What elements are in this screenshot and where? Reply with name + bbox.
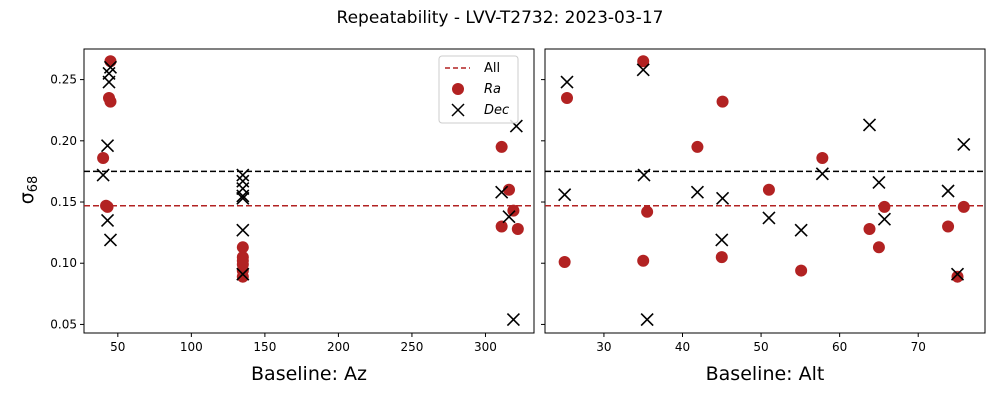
legend-ra-label: Ra: [484, 82, 501, 97]
legend-dec-label: Dec: [484, 103, 509, 118]
point-ra-alt-12: [872, 241, 885, 254]
x-tick-label-alt-3: 60: [832, 340, 847, 354]
point-dec-az-15: [495, 185, 509, 199]
point-dec-az-13: [236, 267, 250, 281]
y-tick-label-az-0: 0.05: [50, 317, 77, 331]
point-dec-alt-15: [950, 267, 965, 281]
y-tick-label-az-2: 0.15: [50, 195, 77, 209]
point-ra-alt-8: [762, 183, 775, 196]
point-dec-az-6: [103, 233, 118, 247]
point-ra-alt-14: [942, 220, 955, 233]
point-ra-az-15: [495, 220, 508, 233]
x-tick-label-az-3: 200: [327, 340, 350, 354]
point-ra-alt-10: [816, 151, 829, 164]
point-dec-alt-7: [715, 233, 729, 247]
point-dec-alt-3: [637, 168, 651, 182]
point-dec-az-7: [236, 168, 250, 182]
legend-all-label: All: [484, 61, 500, 76]
y-axis-label-subscript: 68: [26, 176, 41, 193]
legend-box: [438, 55, 519, 124]
point-dec-az-3: [100, 139, 115, 153]
x-tick-label-az-2: 150: [253, 340, 276, 354]
point-ra-az-11: [236, 270, 249, 283]
y-axis-label: σ68: [16, 176, 41, 205]
plot-frame-alt: [544, 48, 986, 334]
point-dec-alt-2: [636, 63, 650, 77]
legend: All Ra Dec: [438, 55, 519, 124]
point-ra-alt-1: [558, 256, 571, 268]
point-ra-alt-6: [716, 95, 729, 108]
point-ra-az-16: [511, 222, 524, 235]
x-tick-label-az-5: 300: [474, 340, 497, 354]
point-ra-az-14: [507, 204, 520, 217]
point-dec-alt-6: [716, 191, 730, 205]
point-ra-alt-3: [637, 254, 650, 267]
point-dec-alt-12: [872, 175, 886, 189]
y-tick-label-az-3: 0.20: [50, 134, 77, 148]
x-tick-label-alt-0: 30: [596, 340, 611, 354]
point-dec-az-4: [96, 168, 110, 182]
point-dec-alt-5: [690, 185, 704, 199]
point-ra-az-2: [104, 95, 117, 108]
point-dec-alt-1: [558, 188, 572, 202]
point-dec-alt-11: [862, 118, 877, 132]
point-dec-az-2: [102, 75, 116, 89]
point-dec-alt-8: [762, 211, 776, 225]
point-ra-alt-11: [863, 222, 876, 235]
point-dec-az-12: [236, 223, 250, 237]
point-dec-az-10: [236, 189, 250, 203]
point-dec-alt-0: [560, 75, 574, 89]
point-dec-az-5: [100, 213, 115, 227]
point-ra-az-0: [104, 55, 117, 68]
point-ra-az-5: [101, 200, 114, 213]
x-axis-label-az: Baseline: Az: [251, 363, 367, 385]
point-ra-az-6: [236, 241, 249, 254]
y-axis-label-base: σ: [16, 192, 38, 204]
point-dec-az-16: [502, 210, 516, 224]
x-axis-label-alt: Baseline: Alt: [706, 363, 825, 385]
point-ra-az-12: [495, 140, 508, 153]
point-dec-alt-4: [640, 312, 654, 327]
point-ra-alt-5: [691, 140, 704, 153]
point-ra-alt-13: [878, 200, 891, 213]
plot-frame-az: [83, 48, 535, 334]
point-ra-alt-16: [957, 200, 970, 213]
point-ra-alt-9: [795, 264, 808, 277]
point-ra-alt-2: [637, 55, 650, 68]
point-dec-alt-10: [815, 167, 829, 181]
x-tick-label-az-4: 250: [400, 340, 423, 354]
point-dec-az-11: [236, 191, 250, 205]
y-tick-label-az-4: 0.25: [50, 73, 77, 87]
point-ra-alt-0: [561, 91, 573, 104]
legend-dec-swatch: [451, 103, 465, 117]
point-dec-alt-14: [941, 184, 955, 198]
point-dec-alt-9: [794, 223, 808, 237]
point-dec-az-17: [506, 312, 520, 327]
point-ra-alt-15: [951, 270, 964, 283]
point-ra-alt-7: [715, 251, 728, 264]
y-tick-label-az-1: 0.10: [50, 256, 77, 270]
x-tick-label-az-0: 50: [110, 340, 125, 354]
legend-ra-swatch: [452, 83, 464, 95]
point-dec-alt-16: [957, 137, 971, 152]
point-dec-alt-13: [877, 212, 891, 226]
x-tick-label-alt-4: 70: [911, 340, 926, 354]
panel-az: 50 100 150 200 250 300 0.05 0.10 0.15 0.20 0.25 Bas…: [50, 48, 535, 385]
point-ra-az-3: [97, 151, 110, 164]
x-tick-label-alt-2: 50: [753, 340, 768, 354]
panel-alt: 30 40 50 60 70 Baseline: Alt: [541, 48, 986, 385]
x-tick-label-az-1: 100: [180, 340, 203, 354]
chart-title: Repeatability - LVV-T2732: 2023-03-17: [337, 8, 664, 28]
x-tick-label-alt-1: 40: [675, 340, 690, 354]
point-ra-alt-4: [641, 205, 654, 218]
